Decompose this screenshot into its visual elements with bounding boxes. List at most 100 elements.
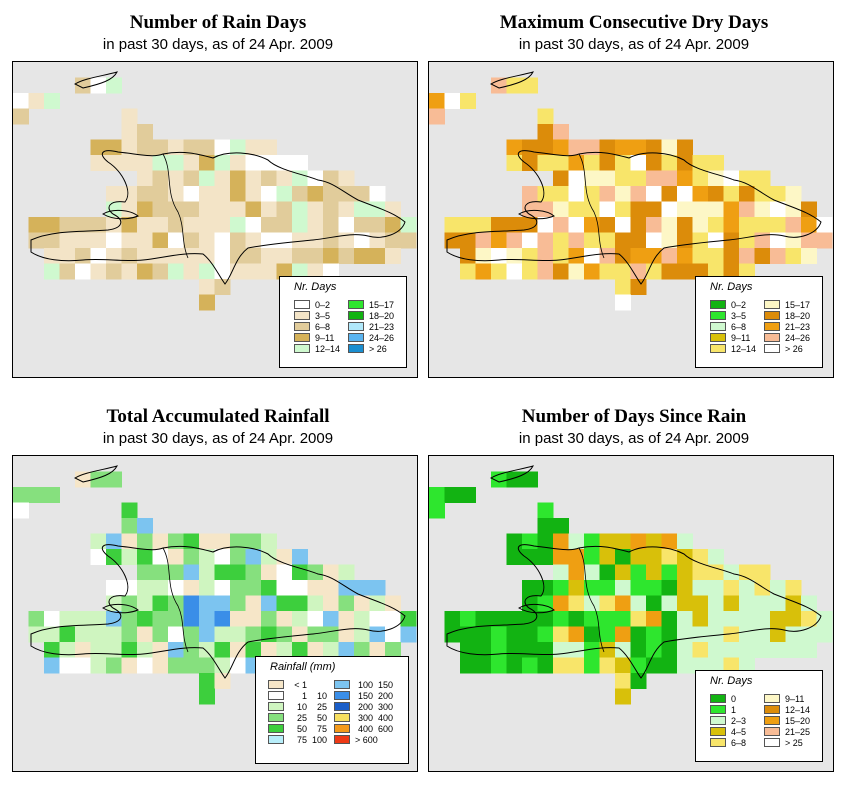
grid-cell: [553, 595, 569, 612]
grid-cell: [338, 201, 355, 218]
grid-cell: [630, 657, 647, 674]
grid-cell: [75, 77, 91, 94]
grid-cell: [475, 642, 492, 658]
grid-cell: [615, 688, 631, 705]
panel-subtitle: in past 30 days, as of 24 Apr. 2009: [518, 36, 750, 53]
grid-cell: [90, 139, 107, 156]
legend-item: 75 100: [268, 734, 327, 745]
panel-max-dry-days: Maximum Consecutive Dry Days in past 30 …: [428, 4, 840, 384]
grid-cell: [292, 201, 308, 218]
grid-cell: [292, 564, 308, 581]
grid-cell: [338, 580, 355, 596]
grid-cell: [152, 564, 169, 581]
grid-cell: [522, 232, 538, 249]
grid-cell: [369, 217, 386, 233]
grid-cell: [615, 611, 631, 627]
grid-cell: [646, 232, 662, 249]
grid-cell: [506, 611, 523, 627]
grid-cell: [522, 186, 538, 202]
grid-cell: [677, 580, 693, 596]
grid-cell: [199, 279, 215, 295]
grid-cell: [183, 549, 200, 565]
grid-cell: [599, 232, 616, 249]
legend-label: 15–17: [369, 299, 395, 310]
grid-cell: [323, 611, 339, 627]
grid-cell: [276, 580, 293, 596]
legend-item: 1: [710, 704, 746, 715]
grid-cell: [801, 611, 817, 627]
grid-cell: [261, 533, 277, 550]
grid-cell: [261, 186, 277, 202]
grid-cell: [460, 232, 476, 249]
grid-cell: [599, 217, 616, 233]
legend-swatch: [268, 680, 284, 689]
legend-range-high: 400: [377, 712, 393, 723]
grid-cell: [770, 201, 786, 218]
legend-label: 9–11: [785, 693, 805, 704]
grid-cell: [261, 201, 277, 218]
grid-cell: [199, 263, 215, 280]
grid-cell: [106, 549, 122, 565]
grid-cell: [460, 642, 476, 658]
grid-cell: [168, 170, 184, 187]
grid-cell: [599, 657, 616, 674]
grid-cell: [708, 248, 724, 264]
grid-cell: [106, 626, 122, 643]
grid-cell: [307, 642, 324, 658]
grid-cell: [245, 201, 262, 218]
grid-cell: [739, 217, 755, 233]
grid-cell: [137, 232, 153, 249]
grid-cell: [754, 201, 771, 218]
grid-cell: [245, 217, 262, 233]
legend-swatch: [764, 333, 780, 342]
grid-cell: [522, 595, 538, 612]
grid-cell: [568, 611, 585, 627]
legend-range-low: 400: [357, 723, 373, 734]
grid-cell: [615, 626, 631, 643]
grid-cell: [630, 595, 647, 612]
grid-cell: [677, 186, 693, 202]
grid-cell: [646, 170, 662, 187]
legend-swatch: [294, 311, 310, 320]
legend-item: 50 75: [268, 723, 327, 734]
grid-cell: [522, 248, 538, 264]
grid-cell: [276, 564, 293, 581]
grid-cell: [646, 201, 662, 218]
grid-cell: [385, 626, 401, 643]
grid-cell: [553, 170, 569, 187]
legend-swatch: [710, 727, 726, 736]
grid-cell: [307, 564, 324, 581]
grid-cell: [354, 642, 370, 658]
grid-cell: [245, 139, 262, 156]
grid-cell: [137, 657, 153, 674]
legend-item: 25 50: [268, 712, 327, 723]
grid-cell: [90, 657, 107, 674]
grid-cell: [183, 263, 200, 280]
legend-item: > 26: [764, 343, 810, 354]
legend-item: 150 200: [334, 690, 393, 701]
legend-label: 9–11: [315, 332, 335, 343]
grid-cell: [723, 657, 740, 674]
grid-cell: [261, 248, 277, 264]
grid-cell: [553, 186, 569, 202]
legend-item: 100 150: [334, 679, 393, 690]
grid-cell: [646, 549, 662, 565]
grid-cell: [245, 611, 262, 627]
legend-range-high: 200: [377, 690, 393, 701]
grid-cell: [661, 642, 678, 658]
grid-cell: [121, 533, 138, 550]
legend-title: Rainfall (mm): [270, 661, 336, 673]
grid-cell: [121, 611, 138, 627]
grid-cell: [90, 232, 107, 249]
grid-cell: [553, 248, 569, 264]
panel-subtitle: in past 30 days, as of 24 Apr. 2009: [518, 430, 750, 447]
grid-cell: [168, 626, 184, 643]
grid-cell: [152, 642, 169, 658]
grid-cell: [292, 170, 308, 187]
grid-cell: [723, 170, 740, 187]
legend-item: 10 25: [268, 701, 327, 712]
grid-cell: [739, 642, 755, 658]
panel-title: Total Accumulated Rainfall: [106, 406, 330, 427]
legend-box: Nr. Days 0–2 3–5 6–8 9–11 12–14 15–17 18…: [695, 276, 823, 368]
legend-column-right: 15–17 18–20 21–23 24–26 > 26: [764, 299, 810, 354]
